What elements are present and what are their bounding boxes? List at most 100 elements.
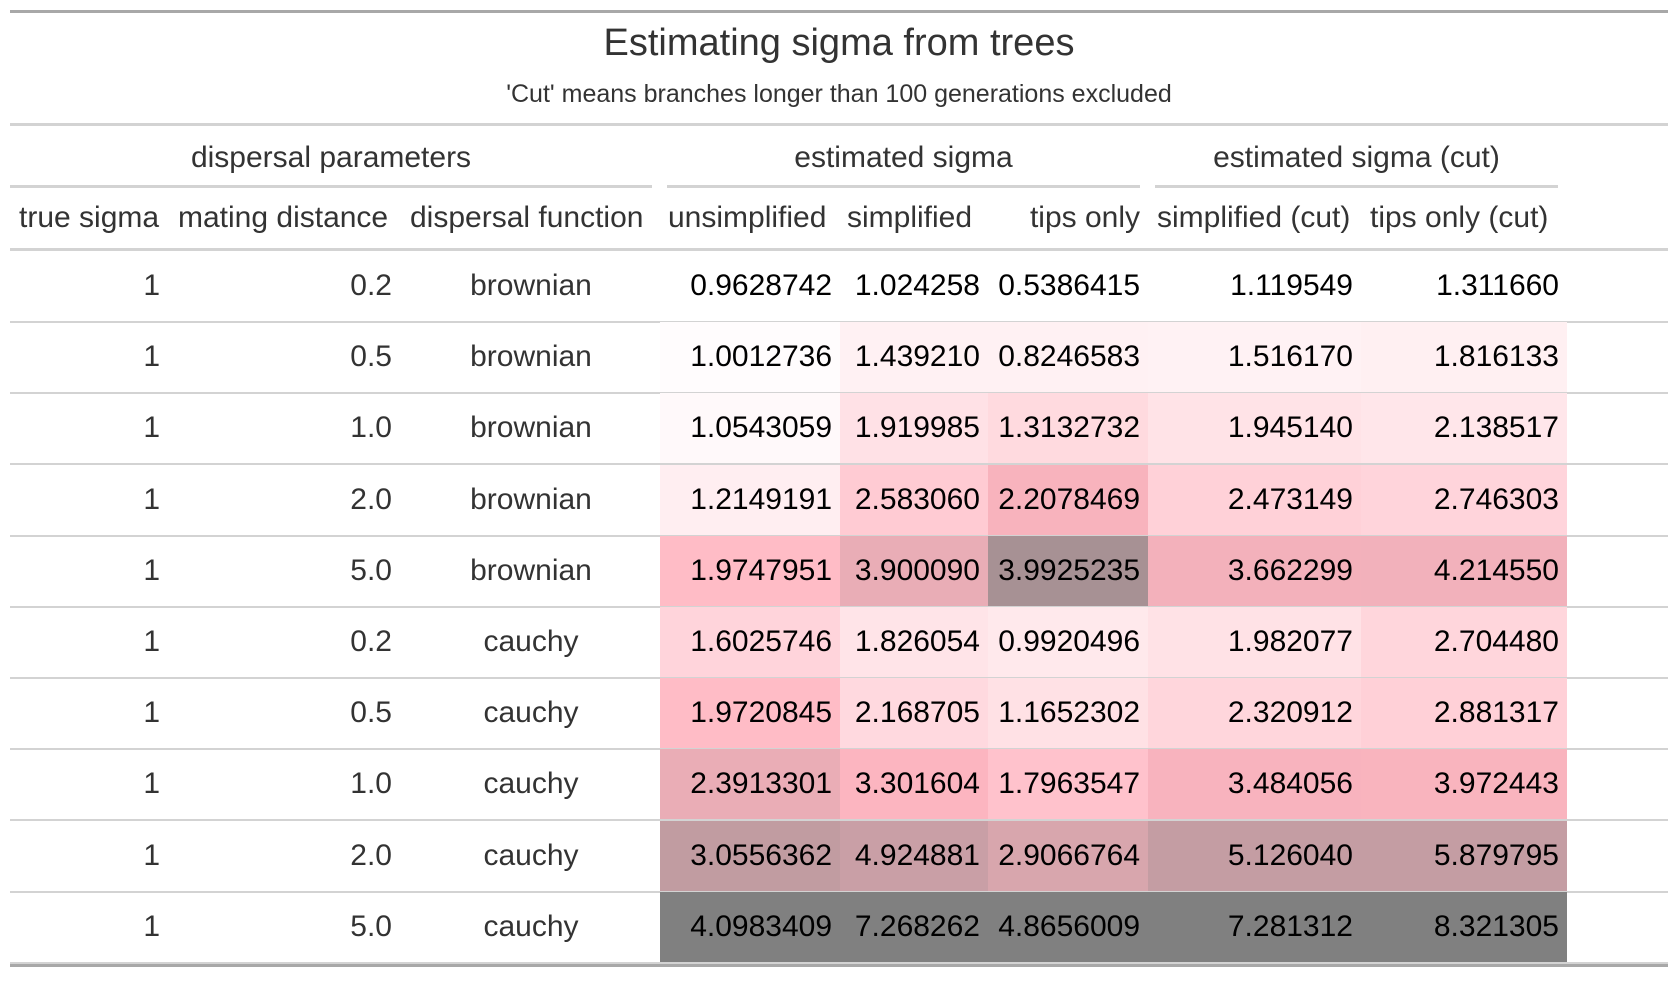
cell-simplified-cut: 3.484056 [1148, 749, 1361, 820]
col-header-mating-distance: mating distance [178, 201, 389, 234]
col-header-dispersal-function: dispersal function [410, 201, 644, 234]
cell-simplified-cut: 3.662299 [1148, 535, 1361, 606]
row-separator [10, 961, 1668, 964]
cell-tips-only: 4.8656009 [988, 891, 1148, 962]
cell-simplified: 2.583060 [840, 464, 988, 535]
cell-dispersal-function: cauchy [483, 909, 579, 943]
cell-tips-only: 2.2078469 [988, 464, 1148, 535]
cell-true-sigma: 1 [143, 482, 160, 516]
cell-simplified-cut: 1.119549 [1148, 251, 1361, 321]
cell-simplified: 1.439210 [840, 322, 988, 393]
table-subtitle: 'Cut' means branches longer than 100 gen… [506, 80, 1172, 108]
cell-true-sigma: 1 [143, 838, 160, 872]
col-header-tips-only-cut: tips only (cut) [1370, 201, 1549, 234]
cell-unsimplified: 1.0543059 [660, 393, 840, 464]
cell-simplified: 3.900090 [840, 535, 988, 606]
cell-unsimplified: 0.9628742 [660, 251, 840, 321]
cell-mating-distance: 5.0 [350, 553, 392, 587]
cell-simplified-cut: 1.516170 [1148, 322, 1361, 393]
cell-unsimplified: 1.6025746 [660, 607, 840, 677]
cell-tips-only: 0.9920496 [988, 607, 1148, 677]
cell-true-sigma: 1 [143, 553, 160, 587]
cell-simplified: 7.268262 [840, 891, 988, 962]
spanner-label: estimated sigma [794, 141, 1013, 174]
table-row: 1 1.0 brownian 1.0543059 1.919985 1.3132732 1.… [10, 393, 1668, 466]
cell-unsimplified: 2.3913301 [660, 749, 840, 820]
cell-dispersal-function: cauchy [483, 696, 579, 730]
row-separator [10, 321, 1668, 323]
cell-simplified: 1.826054 [840, 607, 988, 677]
cell-simplified: 3.301604 [840, 749, 988, 820]
cell-mating-distance: 1.0 [350, 767, 392, 801]
title-rule [10, 123, 1668, 126]
cell-true-sigma: 1 [143, 625, 160, 658]
cell-tips-only: 3.9925235 [988, 535, 1148, 606]
cell-true-sigma: 1 [143, 696, 160, 730]
cell-tips-only-cut: 8.321305 [1361, 891, 1567, 962]
cell-tips-only: 1.3132732 [988, 393, 1148, 464]
cell-tips-only: 0.5386415 [988, 251, 1148, 321]
table-row: 1 0.5 brownian 1.0012736 1.439210 0.8246583 1.… [10, 322, 1668, 395]
cell-dispersal-function: cauchy [483, 625, 579, 658]
cell-true-sigma: 1 [143, 767, 160, 801]
table-row: 1 2.0 brownian 1.2149191 2.583060 2.2078469 2.… [10, 464, 1668, 537]
cell-tips-only-cut: 1.816133 [1361, 322, 1567, 393]
bottom-rule [10, 964, 1668, 967]
spanner-underline [667, 185, 1140, 188]
table-row: 1 5.0 brownian 1.9747951 3.900090 3.9925235 3.… [10, 535, 1668, 608]
table-row: 1 1.0 cauchy 2.3913301 3.301604 1.7963547 3.48… [10, 749, 1668, 822]
cell-mating-distance: 2.0 [350, 482, 392, 516]
cell-simplified-cut: 1.982077 [1148, 607, 1361, 677]
row-separator [10, 463, 1668, 466]
table-row: 1 0.2 brownian 0.9628742 1.024258 0.5386415 1.… [10, 251, 1668, 323]
cell-true-sigma: 1 [143, 411, 160, 445]
cell-tips-only: 1.7963547 [988, 749, 1148, 820]
cell-mating-distance: 2.0 [350, 838, 392, 872]
cell-unsimplified: 1.0012736 [660, 322, 840, 393]
cell-mating-distance: 0.5 [350, 340, 392, 374]
cell-simplified: 1.919985 [840, 393, 988, 464]
spanner-dispersal-parameters: dispersal parameters [10, 136, 652, 188]
col-header-simplified: simplified [847, 201, 973, 234]
cell-mating-distance: 0.2 [350, 625, 392, 658]
cell-tips-only-cut: 2.746303 [1361, 464, 1567, 535]
cell-tips-only-cut: 2.881317 [1361, 678, 1567, 749]
top-rule [10, 10, 1668, 13]
spanner-label: dispersal parameters [190, 141, 472, 174]
table-row: 1 5.0 cauchy 4.0983409 7.268262 4.8656009 7.28… [10, 891, 1668, 964]
spanner-estimated-sigma-cut: estimated sigma (cut) [1155, 136, 1558, 188]
col-header-unsimplified: unsimplified [668, 201, 827, 234]
col-header-simplified-cut: simplified (cut) [1157, 201, 1351, 234]
spanner-underline [1155, 185, 1558, 188]
cell-tips-only: 0.8246583 [988, 322, 1148, 393]
row-separator [10, 534, 1668, 537]
row-separator [10, 819, 1668, 822]
row-separator [10, 748, 1668, 751]
table-row: 1 2.0 cauchy 3.0556362 4.924881 2.9066764 5.12… [10, 820, 1668, 893]
cell-tips-only-cut: 5.879795 [1361, 820, 1567, 891]
cell-unsimplified: 3.0556362 [660, 820, 840, 891]
cell-simplified-cut: 5.126040 [1148, 820, 1361, 891]
table-title: Estimating sigma from trees [603, 22, 1075, 64]
cell-mating-distance: 5.0 [350, 909, 392, 943]
cell-true-sigma: 1 [143, 340, 160, 374]
row-separator [10, 677, 1668, 679]
cell-simplified-cut: 1.945140 [1148, 393, 1361, 464]
cell-unsimplified: 1.2149191 [660, 464, 840, 535]
row-separator [10, 890, 1668, 893]
cell-dispersal-function: cauchy [483, 838, 579, 872]
table-row: 1 0.5 cauchy 1.9720845 2.168705 1.1652302 2.32… [10, 678, 1668, 751]
row-separator [10, 605, 1668, 608]
cell-simplified-cut: 2.320912 [1148, 678, 1361, 749]
col-header-true-sigma: true sigma [19, 201, 160, 234]
cell-mating-distance: 0.2 [350, 269, 392, 302]
row-separator [10, 392, 1668, 395]
cell-unsimplified: 4.0983409 [660, 891, 840, 962]
cell-simplified: 1.024258 [840, 251, 988, 321]
cell-true-sigma: 1 [143, 909, 160, 943]
cell-tips-only: 2.9066764 [988, 820, 1148, 891]
spanner-underline [10, 185, 652, 188]
cell-simplified-cut: 2.473149 [1148, 464, 1361, 535]
cell-simplified: 4.924881 [840, 820, 988, 891]
col-header-tips-only: tips only [1029, 201, 1140, 234]
